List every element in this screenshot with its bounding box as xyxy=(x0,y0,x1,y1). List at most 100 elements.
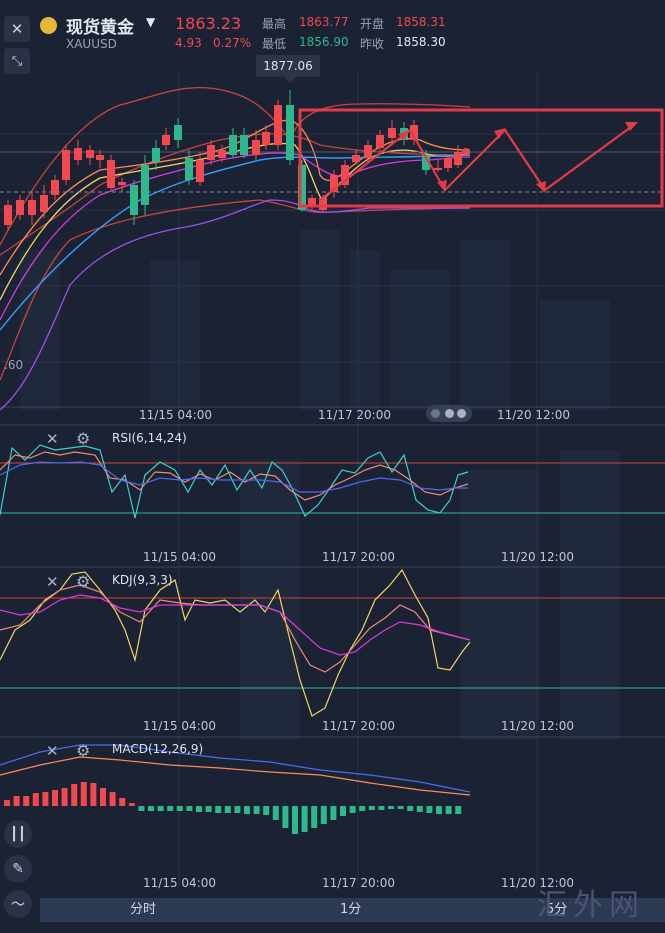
remove-indicator-icon[interactable]: ✕ xyxy=(46,573,59,591)
candle-body xyxy=(96,155,104,160)
candle-body xyxy=(341,165,349,185)
macd-bar xyxy=(378,806,385,810)
price-tooltip: 1877.06 xyxy=(256,55,320,83)
candlestick-button[interactable]: ┃┃ xyxy=(4,820,32,848)
macd-bar xyxy=(32,793,39,806)
macd-bar xyxy=(292,806,298,834)
macd-bar xyxy=(416,806,423,812)
macd-bar xyxy=(349,806,356,813)
candle-body xyxy=(162,135,170,145)
time-label: 11/20 12:00 xyxy=(501,876,574,890)
candle-body xyxy=(28,200,36,215)
close-button[interactable]: ✕ xyxy=(4,16,30,42)
macd-bar xyxy=(359,806,366,811)
macd-bar xyxy=(340,806,346,816)
low-label: 最低 xyxy=(262,37,287,51)
candle-body xyxy=(330,175,338,192)
period-tab-bar: 分时 1分 5分 xyxy=(40,898,665,922)
macd-bar xyxy=(272,806,279,820)
candlestick-icon: ┃┃ xyxy=(10,826,26,842)
draw-button[interactable]: ✎ xyxy=(4,855,32,883)
settings-icon[interactable]: ⚙ xyxy=(76,572,91,591)
candle-body xyxy=(107,160,115,188)
candle-body xyxy=(388,128,396,138)
macd-bar xyxy=(263,806,270,815)
remove-indicator-icon[interactable]: ✕ xyxy=(46,430,59,448)
instrument-symbol: XAUUSD xyxy=(66,37,117,51)
candle-body xyxy=(352,155,360,162)
candlesticks xyxy=(4,90,462,230)
macd-bar xyxy=(90,783,97,806)
annotation-arrows xyxy=(319,123,636,201)
time-label: 11/17 20:00 xyxy=(318,408,391,422)
candle-body xyxy=(286,105,294,160)
open-value: 1858.31 xyxy=(396,15,446,29)
remove-indicator-icon[interactable]: ✕ xyxy=(46,742,59,760)
candle-body xyxy=(252,140,260,155)
candle-body xyxy=(174,125,182,140)
candle-body xyxy=(16,200,24,215)
panel-pager[interactable] xyxy=(426,405,472,422)
macd-bar xyxy=(167,806,174,811)
macd-bar xyxy=(244,806,250,814)
settings-icon[interactable]: ⚙ xyxy=(76,429,91,448)
watermark: 汇外网 xyxy=(537,888,645,923)
macd-bar xyxy=(368,806,375,810)
instrument-title[interactable]: 现货黄金 xyxy=(66,18,134,38)
caret-down-icon[interactable]: ▼ xyxy=(146,15,156,29)
macd-bar xyxy=(455,806,462,814)
macd-bar xyxy=(71,784,78,806)
macd-bar xyxy=(42,792,49,806)
time-label: 11/17 20:00 xyxy=(322,550,395,564)
macd-bar xyxy=(445,806,452,814)
macd-bar xyxy=(52,790,58,806)
high-value: 1863.77 xyxy=(299,15,349,29)
macd-bar xyxy=(234,806,241,813)
macd-bar xyxy=(253,806,260,814)
tab-1min[interactable]: 1分 xyxy=(340,902,362,917)
tab-timeshare[interactable]: 分时 xyxy=(130,902,157,917)
candle-body xyxy=(185,158,193,180)
indicator-button[interactable]: 〜 xyxy=(4,890,32,918)
time-label: 11/17 20:00 xyxy=(322,719,395,733)
time-label: 11/15 04:00 xyxy=(143,876,216,890)
macd-bar xyxy=(138,806,145,811)
chart-line-icon: 〜 xyxy=(11,897,25,913)
macd-bar xyxy=(320,806,327,824)
time-label: 11/15 04:00 xyxy=(143,719,216,733)
expand-button[interactable]: ⤡ xyxy=(4,48,30,74)
price-change: 4.93 xyxy=(175,36,202,50)
candle-body xyxy=(454,152,462,165)
annotation-box xyxy=(298,108,664,208)
candle-body xyxy=(274,105,282,145)
macd-bar xyxy=(436,806,442,814)
macd-bar xyxy=(301,806,308,832)
settings-icon[interactable]: ⚙ xyxy=(76,741,91,760)
macd-bar xyxy=(426,806,433,813)
kdj-label: KDJ(9,3,3) xyxy=(112,573,173,587)
macd-bar xyxy=(397,806,404,809)
open-label: 开盘 xyxy=(360,17,385,31)
macd-bar xyxy=(119,798,126,806)
macd-bar xyxy=(205,806,212,812)
prev-close-value: 1858.30 xyxy=(396,35,446,49)
candle-body xyxy=(218,150,226,158)
candle-body xyxy=(62,150,70,180)
prev-close-label: 昨收 xyxy=(360,37,385,51)
macd-bar xyxy=(176,806,183,811)
candle-body xyxy=(376,135,384,148)
macd-bar xyxy=(128,803,135,806)
time-label: 11/15 04:00 xyxy=(139,408,212,422)
macd-bar xyxy=(282,806,289,828)
candle-body xyxy=(207,145,215,160)
candle-body xyxy=(444,158,452,168)
candle-body xyxy=(4,205,12,225)
candle-body xyxy=(141,165,149,205)
macd-bar xyxy=(407,806,414,811)
candle-body xyxy=(51,180,59,195)
tab-5min[interactable]: 5分 xyxy=(546,902,568,917)
price-change-pct: 0.27% xyxy=(213,36,252,50)
candle-body xyxy=(118,182,126,185)
left-axis-label: .60 xyxy=(4,358,24,372)
